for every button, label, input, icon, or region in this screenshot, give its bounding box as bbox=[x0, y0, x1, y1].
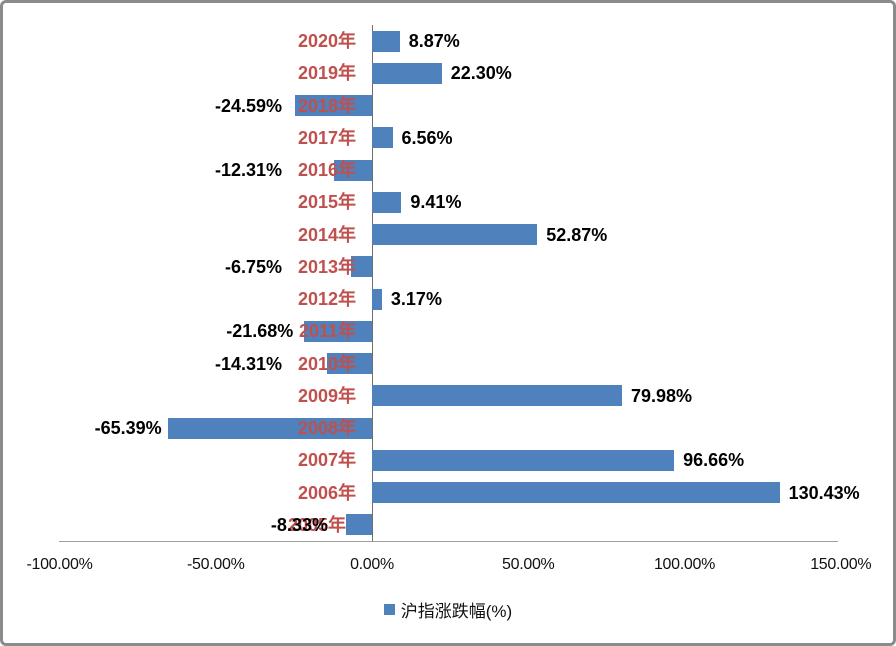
category-label: 2019年 bbox=[297, 63, 356, 84]
category-label: 2010年 bbox=[297, 353, 356, 374]
category-label: 2015年 bbox=[297, 192, 356, 213]
category-label: 2018年 bbox=[297, 95, 356, 116]
bar-2008年 bbox=[167, 417, 372, 439]
category-label: 2012年 bbox=[297, 289, 356, 310]
x-axis-tick-label: 50.00% bbox=[502, 556, 555, 573]
x-axis-tick-label: 100.00% bbox=[653, 556, 716, 573]
zero-axis-line bbox=[372, 25, 373, 541]
category-label: 2008年 bbox=[297, 418, 356, 439]
value-label: 3.17% bbox=[390, 289, 442, 310]
bar-2005年 bbox=[345, 514, 372, 536]
category-label: 2005年 bbox=[287, 514, 346, 535]
category-label: 2016年 bbox=[297, 160, 356, 181]
category-label: 2020年 bbox=[297, 31, 356, 52]
value-label: -8.33% bbox=[270, 514, 328, 535]
value-label: 9.41% bbox=[410, 192, 462, 213]
bar-2015年 bbox=[372, 191, 402, 213]
bar-2012年 bbox=[372, 288, 382, 310]
bar-2011年 bbox=[304, 320, 372, 342]
value-label: 79.98% bbox=[630, 385, 692, 406]
bar-2007年 bbox=[372, 449, 675, 471]
x-axis-tick-label: -100.00% bbox=[26, 556, 93, 573]
value-label: 130.43% bbox=[788, 482, 860, 503]
value-label: 22.30% bbox=[450, 63, 512, 84]
bar-2018年 bbox=[295, 95, 372, 117]
bar-2013年 bbox=[350, 256, 372, 278]
category-label: 2017年 bbox=[297, 127, 356, 148]
bar-2016年 bbox=[333, 159, 372, 181]
value-label: -12.31% bbox=[214, 160, 282, 181]
bar-2009年 bbox=[372, 385, 622, 407]
value-label: 6.56% bbox=[401, 127, 453, 148]
legend: 沪指涨跌幅(%) bbox=[0, 597, 896, 622]
x-axis-tick-label: 150.00% bbox=[810, 556, 872, 573]
value-label: 96.66% bbox=[683, 450, 745, 471]
category-label: 2009年 bbox=[297, 385, 356, 406]
bar-2014年 bbox=[372, 224, 538, 246]
bar-2020年 bbox=[372, 30, 400, 52]
legend-label: 沪指涨跌幅(%) bbox=[400, 602, 513, 621]
value-label: 52.87% bbox=[546, 224, 608, 245]
category-label: 2006年 bbox=[297, 482, 356, 503]
bar-2017年 bbox=[372, 127, 393, 149]
bar-2019年 bbox=[372, 62, 442, 84]
x-axis-tick-label: -50.00% bbox=[187, 556, 245, 573]
legend-color-swatch bbox=[383, 604, 395, 615]
x-axis-line bbox=[59, 541, 838, 542]
value-label: -6.75% bbox=[224, 256, 282, 277]
category-label: 2007年 bbox=[297, 450, 356, 471]
category-label: 2014年 bbox=[297, 224, 356, 245]
value-label: -24.59% bbox=[214, 95, 282, 116]
bar-2010年 bbox=[327, 353, 372, 375]
value-label: -21.68% bbox=[226, 321, 294, 342]
category-label: 2013年 bbox=[297, 256, 356, 277]
x-axis-tick-label: 0.00% bbox=[350, 556, 394, 573]
value-label: 8.87% bbox=[408, 31, 460, 52]
category-label: 2011年 bbox=[298, 321, 356, 342]
bar-2006年 bbox=[372, 482, 780, 504]
value-label: -14.31% bbox=[214, 353, 282, 374]
value-label: -65.39% bbox=[94, 418, 162, 439]
